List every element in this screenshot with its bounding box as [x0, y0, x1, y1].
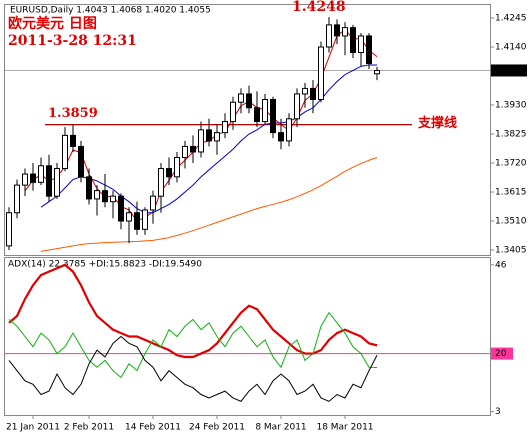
support-value: 1.3859 — [48, 106, 98, 121]
candle-body — [158, 168, 164, 197]
y-tick-label: 1.3615 — [495, 188, 527, 198]
candle-body — [54, 168, 60, 197]
sub-panel-frame — [4, 257, 491, 416]
candle-body — [190, 145, 196, 153]
candle-body — [6, 212, 12, 247]
candle-body — [374, 69, 380, 75]
candle-body — [246, 93, 252, 109]
candle-body — [222, 121, 228, 134]
candle-body — [70, 134, 76, 147]
x-tick-label: 8 Mar 2011 — [255, 423, 306, 433]
chart-title: EURUSD,Daily 1.4043 1.4068 1.4020 1.4055 — [10, 6, 211, 16]
indicator-line — [8, 263, 378, 359]
candle-body — [278, 132, 284, 142]
indicator-line — [8, 311, 378, 379]
candle-body — [46, 165, 52, 197]
y-tick-label: 1.3930 — [495, 101, 527, 111]
candle-body — [342, 27, 348, 37]
candle-body — [62, 134, 68, 170]
y-tick-label: 1.3510 — [495, 217, 527, 227]
y-tick-label: 46 — [495, 260, 507, 270]
timestamp: 2011-3-28 12:31 — [8, 33, 137, 49]
candle-body — [206, 129, 212, 142]
candle-body — [182, 145, 188, 158]
current-price-label: 1.4055 — [494, 66, 526, 76]
candle-body — [214, 132, 220, 142]
candle-body — [126, 212, 132, 222]
peak-label: 1.4248 — [292, 0, 346, 15]
candle-body — [326, 24, 332, 48]
subtitle: 欧元美元 日图 — [8, 15, 97, 32]
candle-body — [166, 168, 172, 178]
candle-body — [118, 195, 124, 222]
candle-body — [286, 118, 292, 142]
candle-body — [350, 27, 356, 54]
candle-body — [14, 184, 20, 214]
candle-body — [102, 190, 108, 203]
y-tick-label: 1.3720 — [495, 159, 527, 169]
moving-average — [40, 157, 378, 252]
candle-body — [302, 87, 308, 95]
x-tick-label: 21 Jan 2011 — [6, 423, 60, 433]
current-price-box — [491, 64, 527, 77]
candle-body — [94, 190, 100, 200]
candle-body — [86, 176, 92, 200]
x-tick-label: 24 Feb 2011 — [189, 423, 245, 433]
indicator-line — [8, 335, 378, 402]
candle-body — [110, 195, 116, 203]
support-label: 支撑线 — [417, 115, 457, 131]
candle-body — [358, 35, 364, 54]
candle-body — [262, 98, 268, 123]
y-tick-label: 1.4140 — [495, 42, 527, 52]
candle-body — [22, 173, 28, 186]
x-tick-label: 2 Feb 2011 — [64, 423, 114, 433]
y-tick-label: 1.3405 — [495, 246, 527, 256]
level-label-box — [491, 347, 513, 360]
x-tick-label: 18 Mar 2011 — [316, 423, 373, 433]
candle-body — [134, 212, 140, 230]
candle-body — [254, 107, 260, 123]
y-tick-label: 20 — [495, 349, 507, 359]
y-tick-label: 1.3825 — [495, 130, 527, 140]
main-panel-frame — [4, 4, 491, 256]
candle-body — [294, 93, 300, 120]
candle-body — [198, 129, 204, 153]
candle-body — [238, 93, 244, 103]
candle-body — [150, 195, 156, 211]
candle-body — [30, 173, 36, 183]
candle-body — [310, 87, 316, 100]
candle-body — [366, 35, 372, 65]
candle-body — [318, 46, 324, 100]
candle-body — [334, 24, 340, 37]
candle-body — [230, 101, 236, 123]
candle-body — [38, 165, 44, 183]
y-tick-label: 1.4245 — [495, 13, 527, 23]
x-tick-label: 14 Feb 2011 — [125, 423, 181, 433]
sub-title: ADX(14) 22.3785 +DI:15.8823 -DI:19.5490 — [8, 260, 202, 270]
candle-body — [270, 98, 276, 134]
candle-body — [174, 156, 180, 178]
candle-body — [78, 145, 84, 178]
candle-body — [142, 209, 148, 230]
y-tick-label: 3 — [495, 407, 501, 417]
